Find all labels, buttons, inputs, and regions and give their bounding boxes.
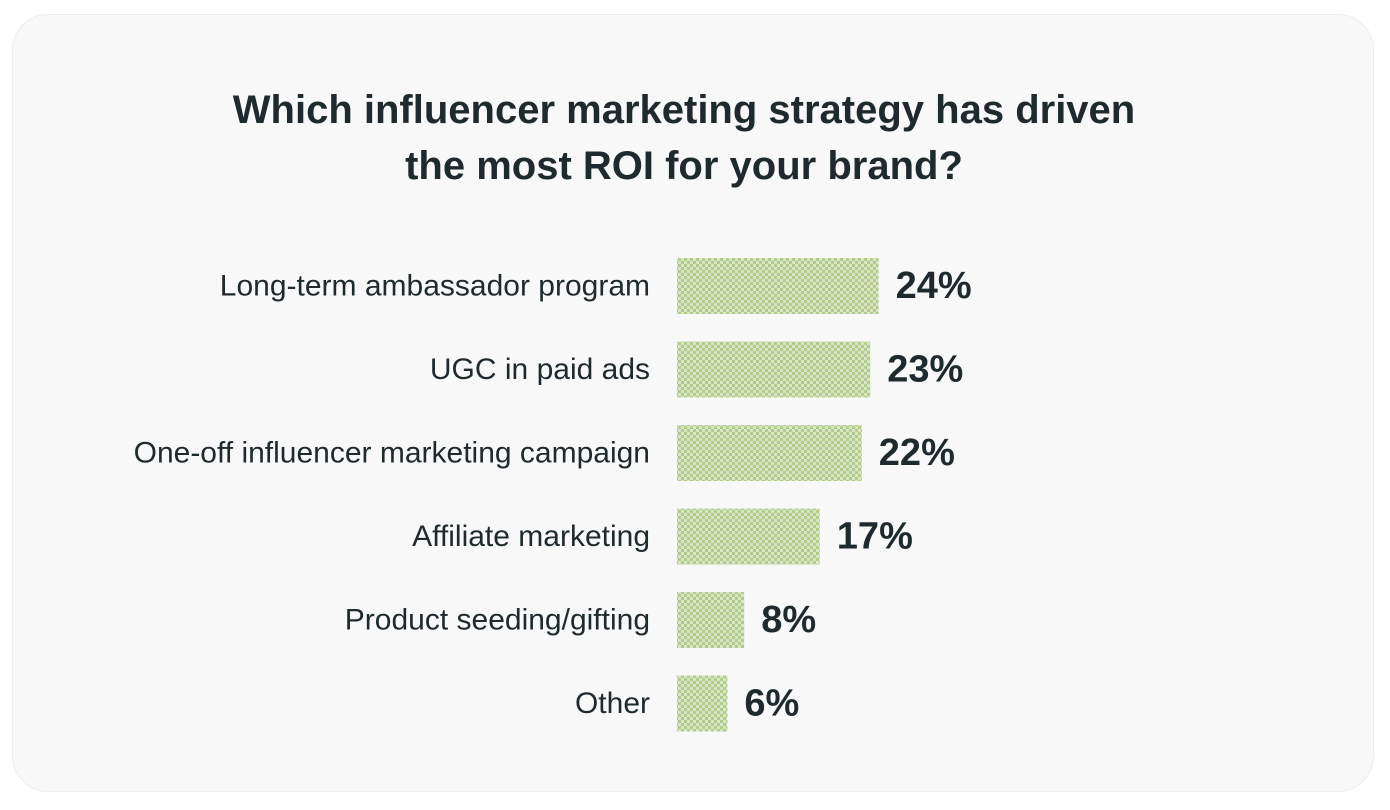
category-label-4: Product seeding/gifting <box>345 604 650 637</box>
chart-title: Which influencer marketing strategy has … <box>0 82 1368 194</box>
bar-2 <box>677 425 862 481</box>
category-label-3: Affiliate marketing <box>412 520 650 553</box>
category-label-5: Other <box>575 687 650 720</box>
chart-title-line-1: Which influencer marketing strategy has … <box>232 88 1136 132</box>
value-label-1: 23% <box>887 349 963 391</box>
bar-4 <box>677 592 745 648</box>
bars-group: Long-term ambassador program 24% UGC in pa… <box>134 258 972 732</box>
bar-3 <box>677 508 820 565</box>
category-label-2: One-off influencer marketing campaign <box>134 437 650 470</box>
category-label-0: Long-term ambassador program <box>220 270 650 303</box>
value-label-0: 24% <box>896 265 972 307</box>
bar-5 <box>677 675 728 732</box>
chart-title-line-2: the most ROI for your brand? <box>405 144 963 188</box>
value-label-4: 8% <box>761 599 816 641</box>
category-label-1: UGC in paid ads <box>430 353 650 386</box>
bar-0 <box>677 258 879 314</box>
value-label-5: 6% <box>744 683 799 725</box>
value-label-3: 17% <box>837 516 913 558</box>
bar-1 <box>677 341 871 398</box>
value-label-2: 22% <box>879 432 955 474</box>
chart-card <box>12 14 1374 792</box>
